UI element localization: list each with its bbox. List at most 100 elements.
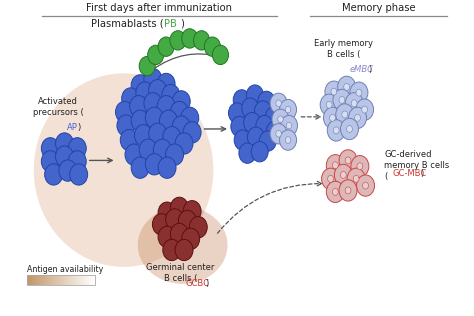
Bar — [90, 275, 91, 285]
Bar — [62, 275, 63, 285]
Ellipse shape — [339, 150, 357, 171]
Bar — [34, 275, 35, 285]
Ellipse shape — [259, 131, 276, 151]
Ellipse shape — [281, 115, 298, 136]
Ellipse shape — [357, 163, 363, 170]
Bar — [58, 275, 59, 285]
Ellipse shape — [165, 209, 183, 230]
Bar — [47, 275, 48, 285]
Ellipse shape — [45, 164, 63, 185]
Ellipse shape — [362, 106, 367, 113]
Ellipse shape — [231, 116, 248, 137]
Ellipse shape — [242, 98, 259, 118]
Bar — [38, 275, 39, 285]
Ellipse shape — [328, 175, 334, 182]
Text: PB: PB — [164, 19, 177, 29]
Bar — [40, 275, 41, 285]
Ellipse shape — [172, 116, 190, 137]
Ellipse shape — [270, 124, 287, 144]
Ellipse shape — [333, 89, 351, 111]
Ellipse shape — [332, 162, 338, 169]
Ellipse shape — [329, 114, 336, 121]
Ellipse shape — [353, 175, 359, 182]
Text: ): ) — [205, 279, 208, 288]
Ellipse shape — [181, 107, 199, 129]
Bar — [56, 275, 57, 285]
Bar — [82, 275, 83, 285]
Bar — [86, 275, 87, 285]
Ellipse shape — [255, 101, 272, 121]
Bar — [93, 275, 94, 285]
Ellipse shape — [356, 89, 362, 96]
Bar — [31, 275, 32, 285]
Bar — [92, 275, 93, 285]
Ellipse shape — [158, 157, 176, 178]
Text: ): ) — [420, 169, 424, 179]
Ellipse shape — [351, 155, 369, 177]
Ellipse shape — [333, 127, 339, 134]
Ellipse shape — [356, 175, 374, 196]
Bar — [49, 275, 50, 285]
Ellipse shape — [266, 121, 283, 142]
Ellipse shape — [258, 91, 275, 112]
Bar — [48, 275, 49, 285]
Ellipse shape — [336, 104, 354, 125]
Ellipse shape — [120, 130, 138, 151]
Ellipse shape — [135, 125, 153, 146]
Ellipse shape — [34, 73, 213, 267]
Ellipse shape — [149, 123, 166, 144]
Bar — [30, 275, 31, 285]
Ellipse shape — [170, 197, 188, 218]
Ellipse shape — [178, 210, 196, 232]
Ellipse shape — [280, 130, 297, 150]
Ellipse shape — [122, 88, 140, 109]
Bar — [94, 275, 95, 285]
Bar — [65, 275, 66, 285]
Ellipse shape — [55, 146, 73, 167]
Ellipse shape — [157, 73, 175, 94]
Bar — [46, 275, 47, 285]
Ellipse shape — [182, 228, 200, 249]
Bar — [29, 275, 30, 285]
Text: GCBC: GCBC — [186, 279, 210, 288]
Bar — [68, 275, 69, 285]
Ellipse shape — [276, 100, 282, 106]
Ellipse shape — [175, 239, 193, 261]
Ellipse shape — [193, 31, 210, 50]
Ellipse shape — [340, 118, 358, 140]
Bar — [60, 275, 61, 285]
Ellipse shape — [68, 151, 86, 172]
Ellipse shape — [59, 160, 77, 181]
Bar — [76, 275, 77, 285]
Bar — [89, 275, 90, 285]
Bar — [49, 275, 50, 285]
Text: Plasmablasts (: Plasmablasts ( — [91, 19, 164, 29]
Ellipse shape — [204, 37, 220, 56]
Ellipse shape — [344, 83, 349, 90]
Ellipse shape — [347, 168, 365, 190]
Bar — [27, 275, 28, 285]
Bar — [50, 275, 51, 285]
Ellipse shape — [41, 138, 59, 159]
Ellipse shape — [158, 226, 176, 247]
Bar — [73, 275, 74, 285]
Ellipse shape — [251, 142, 268, 162]
Ellipse shape — [244, 112, 261, 133]
Ellipse shape — [285, 137, 291, 143]
Bar — [77, 275, 78, 285]
Bar — [85, 275, 86, 285]
Ellipse shape — [233, 90, 250, 110]
Ellipse shape — [350, 82, 368, 103]
Ellipse shape — [183, 201, 201, 222]
Ellipse shape — [175, 133, 193, 154]
Text: ): ) — [77, 123, 81, 132]
Ellipse shape — [285, 106, 291, 113]
Bar — [84, 275, 85, 285]
Ellipse shape — [125, 144, 143, 165]
Bar — [44, 275, 45, 285]
Ellipse shape — [363, 182, 368, 189]
Ellipse shape — [131, 110, 149, 131]
Bar — [53, 275, 54, 285]
Ellipse shape — [153, 214, 170, 235]
Bar — [35, 275, 36, 285]
